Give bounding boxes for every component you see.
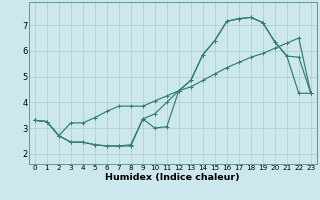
X-axis label: Humidex (Indice chaleur): Humidex (Indice chaleur) — [106, 173, 240, 182]
